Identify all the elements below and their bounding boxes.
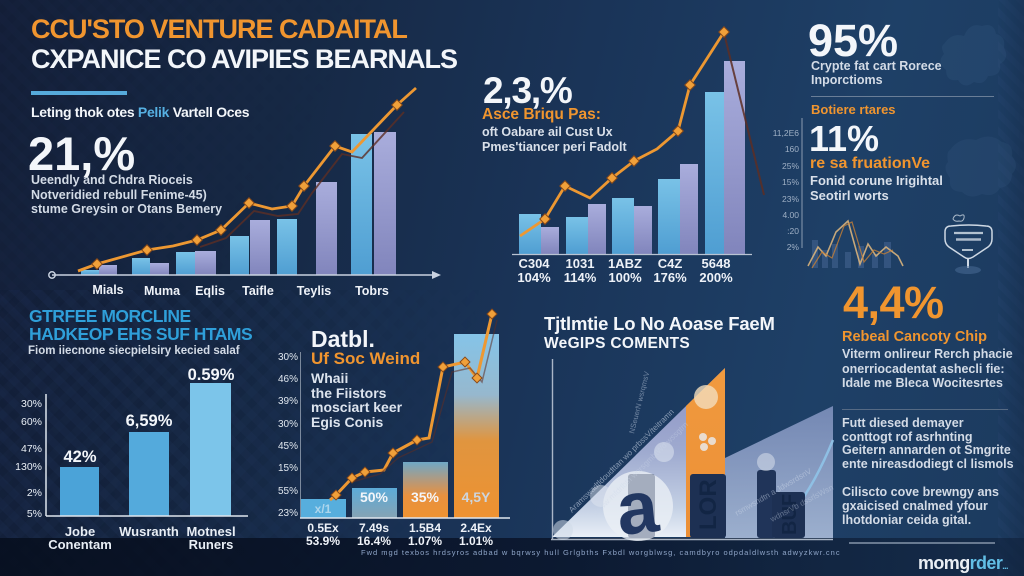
svg-text:BUF: BUF: [779, 494, 801, 535]
svg-text:160: 160: [785, 144, 799, 154]
svg-text:2%: 2%: [27, 487, 42, 499]
svg-text:LOR: LOR: [695, 479, 722, 530]
svg-text:200%: 200%: [699, 270, 733, 285]
svg-text:x/1: x/1: [315, 502, 332, 516]
svg-text:100%: 100%: [608, 270, 642, 285]
svg-text:30%: 30%: [21, 398, 42, 410]
svg-text:25%: 25%: [782, 161, 799, 171]
svg-text:1.07%: 1.07%: [408, 534, 442, 548]
svg-text:Conentam: Conentam: [48, 537, 112, 552]
svg-text:15%: 15%: [278, 463, 298, 474]
svg-text:Wusranth: Wusranth: [119, 524, 179, 539]
svg-text:C4Z: C4Z: [658, 256, 683, 271]
svg-text:2.4Ex: 2.4Ex: [460, 521, 492, 535]
svg-text:130%: 130%: [15, 461, 42, 473]
svg-text:176%: 176%: [653, 270, 687, 285]
svg-text:Mials: Mials: [92, 283, 123, 297]
svg-text:Jobe: Jobe: [65, 524, 95, 539]
svg-text:42%: 42%: [63, 448, 96, 466]
svg-text:Motnesl: Motnesl: [186, 524, 235, 539]
svg-text:5648: 5648: [702, 256, 731, 271]
svg-text:16.4%: 16.4%: [357, 534, 391, 548]
svg-text:NSeuerN wsrqmsV: NSeuerN wsrqmsV: [627, 370, 651, 434]
svg-text:Tobrs: Tobrs: [355, 284, 389, 298]
svg-text:6,59%: 6,59%: [126, 412, 173, 430]
svg-text:4,5Y: 4,5Y: [462, 489, 491, 505]
svg-text:30%: 30%: [278, 352, 298, 363]
svg-text:104%: 104%: [517, 270, 551, 285]
svg-text:60%: 60%: [21, 416, 42, 428]
svg-text:23%: 23%: [278, 508, 298, 519]
svg-text:39%: 39%: [278, 396, 298, 407]
svg-text:1.01%: 1.01%: [459, 534, 493, 548]
svg-text:0.59%: 0.59%: [188, 366, 235, 384]
svg-text:55%: 55%: [278, 486, 298, 497]
svg-text:a: a: [612, 464, 662, 551]
svg-text:C304: C304: [518, 256, 550, 271]
svg-text:Taifle: Taifle: [242, 284, 274, 298]
svg-text:50%: 50%: [360, 489, 389, 505]
svg-text:11,2E6: 11,2E6: [773, 128, 800, 138]
svg-text:5%: 5%: [27, 508, 42, 520]
svg-text:114%: 114%: [564, 270, 597, 285]
svg-text::20: :20: [787, 226, 799, 236]
svg-text:2%: 2%: [787, 242, 800, 252]
svg-text:53.9%: 53.9%: [306, 534, 340, 548]
svg-text:4.00: 4.00: [782, 210, 799, 220]
svg-text:Runers: Runers: [189, 537, 234, 552]
svg-text:46%: 46%: [278, 374, 298, 385]
svg-text:1031: 1031: [566, 256, 595, 271]
svg-text:1ABZ: 1ABZ: [608, 256, 642, 271]
svg-text:15%: 15%: [782, 177, 799, 187]
svg-text:23%: 23%: [782, 194, 799, 204]
svg-text:Teylis: Teylis: [297, 284, 332, 298]
svg-text:47%: 47%: [21, 443, 42, 455]
svg-text:0.5Ex: 0.5Ex: [307, 521, 339, 535]
svg-text:Eqlis: Eqlis: [195, 284, 225, 298]
svg-text:7.49s: 7.49s: [359, 521, 389, 535]
svg-text:Muma: Muma: [144, 284, 181, 298]
svg-text:30%: 30%: [278, 419, 298, 430]
svg-text:35%: 35%: [411, 489, 440, 505]
svg-text:1.5B4: 1.5B4: [409, 521, 441, 535]
svg-text:45%: 45%: [278, 441, 298, 452]
